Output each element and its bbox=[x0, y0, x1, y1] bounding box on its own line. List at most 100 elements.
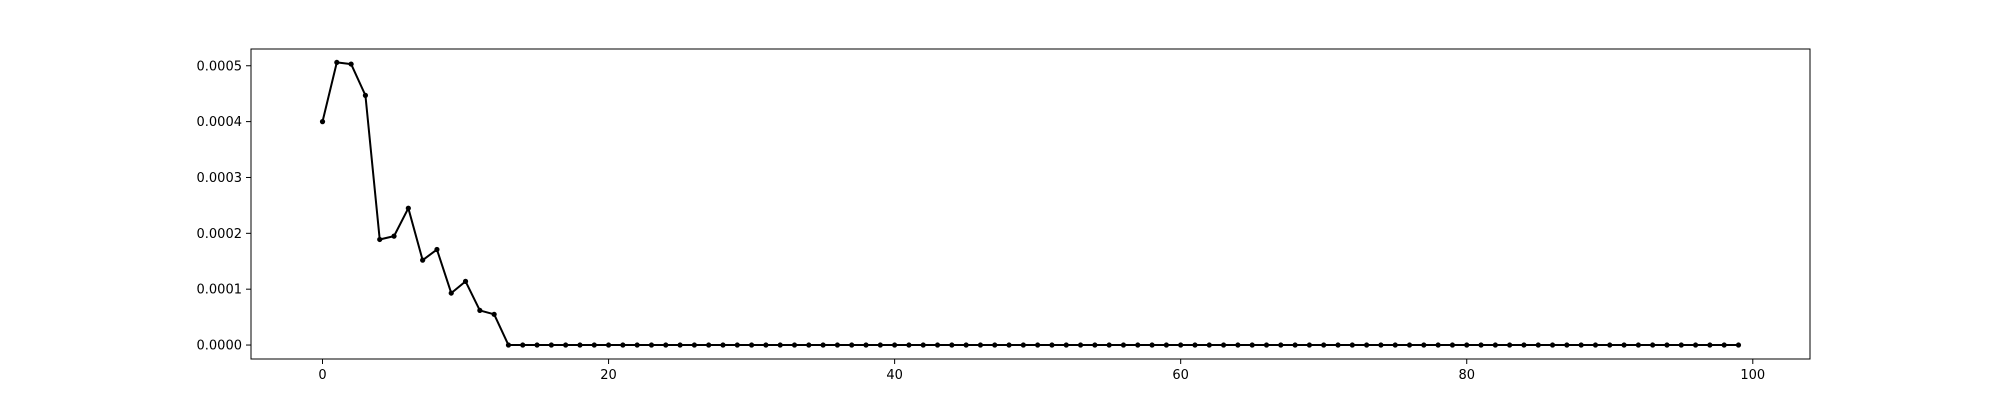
data-point bbox=[1607, 342, 1613, 348]
x-tick-label: 60 bbox=[1172, 368, 1189, 383]
data-point bbox=[348, 61, 354, 67]
data-point bbox=[763, 342, 769, 348]
data-point bbox=[806, 342, 812, 348]
data-point bbox=[1635, 342, 1641, 348]
data-point bbox=[1578, 342, 1584, 348]
data-point bbox=[748, 342, 755, 348]
data-point bbox=[548, 342, 554, 348]
data-point bbox=[648, 342, 655, 348]
data-point bbox=[820, 342, 826, 348]
x-tick-label: 40 bbox=[886, 368, 903, 383]
data-point bbox=[391, 233, 397, 239]
data-point bbox=[520, 342, 526, 348]
data-point bbox=[505, 342, 512, 348]
data-point bbox=[1435, 342, 1441, 348]
x-tick-label: 100 bbox=[1740, 368, 1765, 383]
data-point bbox=[706, 342, 712, 348]
data-point bbox=[563, 342, 569, 348]
y-tick-label: 0.0000 bbox=[197, 339, 243, 354]
data-point bbox=[877, 342, 883, 348]
data-point bbox=[1335, 342, 1341, 348]
y-tick-label: 0.0001 bbox=[197, 283, 243, 298]
data-point bbox=[663, 342, 669, 348]
data-point bbox=[1149, 342, 1155, 348]
data-point bbox=[977, 342, 984, 348]
data-point bbox=[677, 342, 683, 348]
data-point bbox=[334, 59, 340, 66]
y-tick-label: 0.0002 bbox=[197, 227, 243, 242]
data-point bbox=[377, 236, 383, 243]
data-point bbox=[1077, 342, 1084, 348]
data-point bbox=[906, 342, 912, 348]
data-point bbox=[834, 342, 841, 348]
data-point bbox=[1321, 342, 1327, 348]
data-point bbox=[934, 342, 941, 348]
data-point bbox=[777, 342, 783, 348]
y-tick-label: 0.0005 bbox=[197, 59, 243, 74]
data-point bbox=[1549, 342, 1556, 348]
data-point bbox=[892, 342, 898, 348]
data-point bbox=[605, 342, 612, 348]
x-axis: 0 20 40 60 80 100 bbox=[318, 359, 1765, 383]
data-point bbox=[863, 342, 869, 348]
data-point bbox=[477, 307, 483, 314]
data-point bbox=[1192, 342, 1198, 348]
data-point bbox=[1106, 342, 1112, 348]
data-point bbox=[1020, 342, 1026, 348]
data-point bbox=[1592, 342, 1599, 348]
data-point bbox=[1049, 342, 1055, 348]
data-point bbox=[1692, 342, 1699, 348]
data-point bbox=[1492, 342, 1498, 348]
y-tick-label: 0.0004 bbox=[197, 115, 243, 130]
data-point bbox=[791, 342, 798, 348]
data-point bbox=[963, 342, 969, 348]
data-point bbox=[420, 257, 426, 263]
data-point bbox=[1220, 342, 1227, 348]
data-point bbox=[1006, 342, 1012, 348]
data-point bbox=[491, 311, 497, 317]
data-point bbox=[1406, 342, 1413, 348]
x-tick-label: 20 bbox=[600, 368, 617, 383]
data-point bbox=[1721, 342, 1727, 348]
data-point bbox=[434, 246, 440, 253]
data-point bbox=[1249, 342, 1255, 348]
data-point bbox=[920, 342, 926, 348]
data-point bbox=[1664, 342, 1670, 348]
data-point bbox=[1621, 342, 1627, 348]
data-point bbox=[992, 342, 998, 348]
data-point bbox=[620, 342, 626, 348]
x-tick-label: 0 bbox=[318, 368, 326, 383]
data-point bbox=[591, 342, 597, 348]
data-point bbox=[849, 342, 855, 348]
data-point bbox=[1507, 342, 1513, 348]
data-point bbox=[1235, 342, 1241, 348]
data-point bbox=[1650, 342, 1656, 348]
data-point bbox=[1120, 342, 1127, 348]
data-point bbox=[1063, 342, 1069, 348]
data-point bbox=[1364, 342, 1370, 348]
data-point bbox=[534, 342, 540, 348]
data-point bbox=[1092, 342, 1098, 348]
data-point bbox=[448, 290, 454, 296]
data-point bbox=[1306, 342, 1313, 348]
data-point bbox=[577, 342, 583, 348]
data-point bbox=[1564, 342, 1570, 348]
data-point bbox=[1292, 342, 1298, 348]
data-point bbox=[1464, 342, 1470, 348]
plot-marks bbox=[319, 59, 1742, 348]
series-line bbox=[321, 61, 1739, 347]
data-point bbox=[1735, 342, 1742, 348]
data-point bbox=[1178, 342, 1184, 348]
data-point bbox=[1206, 342, 1212, 348]
data-point bbox=[1678, 342, 1684, 348]
data-point bbox=[949, 342, 955, 348]
data-point bbox=[1421, 342, 1427, 348]
data-point bbox=[1378, 342, 1384, 348]
data-point bbox=[1278, 342, 1284, 348]
data-point bbox=[1535, 342, 1541, 348]
data-point bbox=[1449, 342, 1456, 348]
data-point bbox=[1163, 342, 1169, 348]
data-point bbox=[1392, 342, 1398, 348]
